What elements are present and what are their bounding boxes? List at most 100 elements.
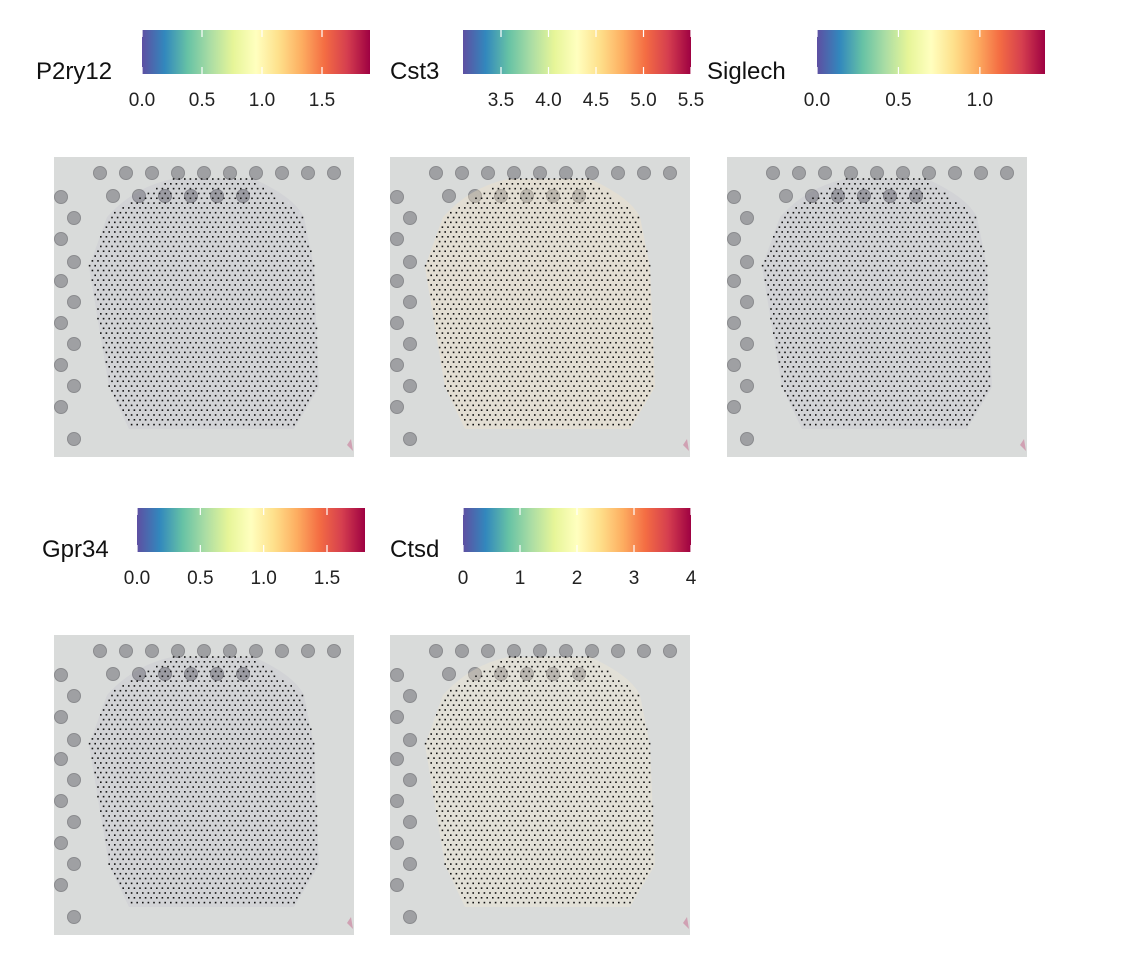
fiducial-marker <box>132 189 146 203</box>
tissue-spot <box>310 366 312 368</box>
tissue-spot <box>282 202 284 204</box>
tissue-spot <box>553 303 556 306</box>
tissue-spot <box>857 226 859 228</box>
tissue-spot <box>553 235 556 238</box>
tissue-spot <box>181 327 183 330</box>
tissue-spot <box>130 337 133 339</box>
tissue-spot <box>511 423 514 426</box>
tissue-spot <box>156 351 158 354</box>
tissue-spot <box>539 269 542 272</box>
tissue-spot <box>643 380 645 383</box>
tissue-spot <box>184 187 186 190</box>
tissue-spot <box>248 414 250 416</box>
tissue-spot <box>293 250 295 253</box>
fiducial-marker <box>275 166 289 180</box>
tissue-spot <box>857 197 859 200</box>
tissue-spot <box>436 255 438 257</box>
tissue-spot <box>910 327 912 330</box>
tissue-spot <box>142 269 144 272</box>
tissue-spot <box>133 390 136 392</box>
tissue-spot <box>595 337 598 339</box>
tissue-spot <box>144 197 147 200</box>
tissue-spot <box>907 197 909 200</box>
tissue-spot <box>517 260 519 262</box>
tissue-spot <box>231 375 234 378</box>
tissue-spot <box>646 308 648 310</box>
fiducial-marker <box>740 379 754 393</box>
tissue-spot <box>606 260 609 262</box>
tissue-spot <box>478 414 480 416</box>
tissue-spot <box>441 341 444 344</box>
tissue-spot <box>293 423 295 426</box>
tissue-spot <box>273 361 276 363</box>
tissue-spot <box>466 404 469 407</box>
tissue-spot <box>164 346 166 349</box>
tissue-spot <box>136 221 138 224</box>
tissue-spot <box>609 207 612 209</box>
tissue-spot <box>862 197 865 200</box>
tick-label: 5.0 <box>630 90 657 111</box>
tissue-spot <box>480 332 483 334</box>
tissue-spot <box>147 260 150 262</box>
tissue-spot <box>220 231 222 233</box>
tissue-spot <box>268 351 270 354</box>
tissue-spot <box>189 293 192 296</box>
tissue-spot <box>139 380 141 383</box>
tissue-spot <box>102 346 105 349</box>
tissue-spot <box>494 366 497 368</box>
tissue-spot <box>904 279 907 281</box>
tissue-spot <box>528 192 530 195</box>
tissue-spot <box>466 240 469 243</box>
tissue-spot <box>189 207 192 209</box>
tissue-spot <box>885 178 887 180</box>
tissue-spot <box>506 269 508 272</box>
tissue-spot <box>97 298 99 301</box>
tissue-spot <box>220 337 222 339</box>
tissue-spot <box>156 341 158 344</box>
tissue-spot <box>478 356 480 358</box>
tissue-spot <box>528 279 530 281</box>
tissue-spot <box>270 356 273 358</box>
tissue-spot <box>584 423 586 426</box>
spatial-slide <box>727 157 1027 457</box>
tissue-spot <box>609 419 612 421</box>
tissue-spot <box>570 313 572 315</box>
tissue-spot <box>178 351 180 354</box>
tissue-spot <box>226 231 228 233</box>
tissue-spot <box>172 274 175 277</box>
tissue-spot <box>913 313 915 315</box>
tissue-spot <box>539 356 542 358</box>
tissue-spot <box>231 327 234 330</box>
tissue-spot <box>480 370 483 373</box>
tissue-spot <box>943 288 946 291</box>
tissue-spot <box>142 366 144 368</box>
tissue-spot <box>254 394 256 397</box>
tissue-spot <box>444 240 446 243</box>
tissue-spot <box>114 337 116 339</box>
tissue-spot <box>598 332 600 334</box>
tissue-spot <box>823 313 825 315</box>
tissue-spot <box>651 327 654 330</box>
tissue-spot <box>601 308 603 310</box>
tissue-spot <box>854 269 856 272</box>
tissue-spot <box>492 332 494 334</box>
tissue-spot <box>859 202 862 204</box>
tissue-spot <box>553 390 556 392</box>
tissue-spot <box>259 279 262 281</box>
tissue-spot <box>773 264 775 267</box>
tissue-spot <box>826 279 828 281</box>
tissue-spot <box>871 298 873 301</box>
tissue-spot <box>262 313 264 315</box>
tissue-spot <box>927 211 929 214</box>
tissue-spot <box>237 404 239 407</box>
tissue-spot <box>116 341 119 344</box>
tissue-spot <box>436 284 438 286</box>
tissue-spot <box>200 235 203 238</box>
tissue-spot <box>248 394 250 397</box>
tissue-spot <box>924 332 926 334</box>
tissue-spot <box>164 414 166 416</box>
tissue-spot <box>164 250 166 253</box>
tissue-spot <box>114 327 116 330</box>
tissue-spot <box>150 274 152 277</box>
tissue-spot <box>913 332 915 334</box>
